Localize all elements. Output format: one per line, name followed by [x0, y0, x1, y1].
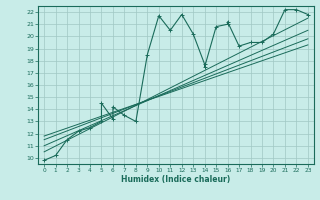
X-axis label: Humidex (Indice chaleur): Humidex (Indice chaleur): [121, 175, 231, 184]
